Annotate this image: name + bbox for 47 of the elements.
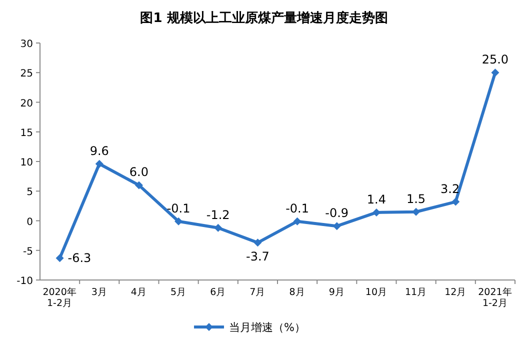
x-tick-label: 4月: [130, 287, 147, 298]
y-tick-label: 20: [20, 98, 33, 110]
point: [412, 208, 420, 216]
data-label: 3.2: [440, 182, 460, 196]
point: [452, 198, 460, 206]
legend-label: 当月增速（%）: [229, 321, 306, 334]
x-tick-label: 11月: [404, 287, 428, 298]
point: [174, 217, 183, 226]
x-tick-label: 7月: [250, 287, 266, 298]
data-label: -1.2: [206, 208, 230, 222]
x-tick-label: 9月: [328, 287, 345, 298]
data-label: 1.5: [406, 192, 426, 206]
data-label: -0.1: [166, 201, 190, 216]
point: [372, 208, 380, 216]
x-tick-label: 5月: [170, 287, 187, 298]
y-tick-label: 30: [20, 39, 33, 50]
data-label: 1.4: [366, 192, 386, 206]
data-label: -0.1: [286, 201, 310, 216]
x-tick-label: 10月: [365, 287, 388, 298]
y-tick-label: 10: [20, 158, 33, 168]
x-tick-label: 2020年 1-2月: [42, 286, 77, 309]
y-tick-label: 25: [20, 68, 33, 80]
x-tick-label: 12月: [444, 287, 467, 298]
point: [491, 68, 500, 77]
y-tick-label: 0: [26, 216, 33, 228]
data-label: 9.6: [90, 144, 109, 158]
x-tick-label: 2021年 1-2月: [478, 286, 512, 309]
point: [214, 224, 222, 232]
x-tick-label: 6月: [210, 287, 226, 298]
data-label: 25.0: [482, 52, 509, 67]
point: [134, 181, 143, 190]
y-tick-label: 15: [20, 128, 33, 139]
chart-title: 图1 规模以上工业原煤产量增速月度走势图: [140, 10, 388, 26]
point: [95, 160, 104, 168]
data-label: -0.9: [325, 206, 349, 220]
y-tick-label: 5: [26, 187, 33, 198]
point: [293, 217, 302, 226]
point: [56, 254, 64, 262]
x-tick-label: 3月: [91, 287, 108, 298]
data-label: -3.7: [246, 250, 270, 264]
y-tick-label: -10: [16, 276, 33, 287]
y-tick-label: -5: [23, 246, 33, 258]
point: [332, 222, 341, 230]
x-tick-label: 8月: [289, 287, 306, 298]
data-label: 6.0: [129, 165, 149, 180]
data-label: -6.3: [68, 251, 92, 266]
point: [254, 238, 262, 247]
